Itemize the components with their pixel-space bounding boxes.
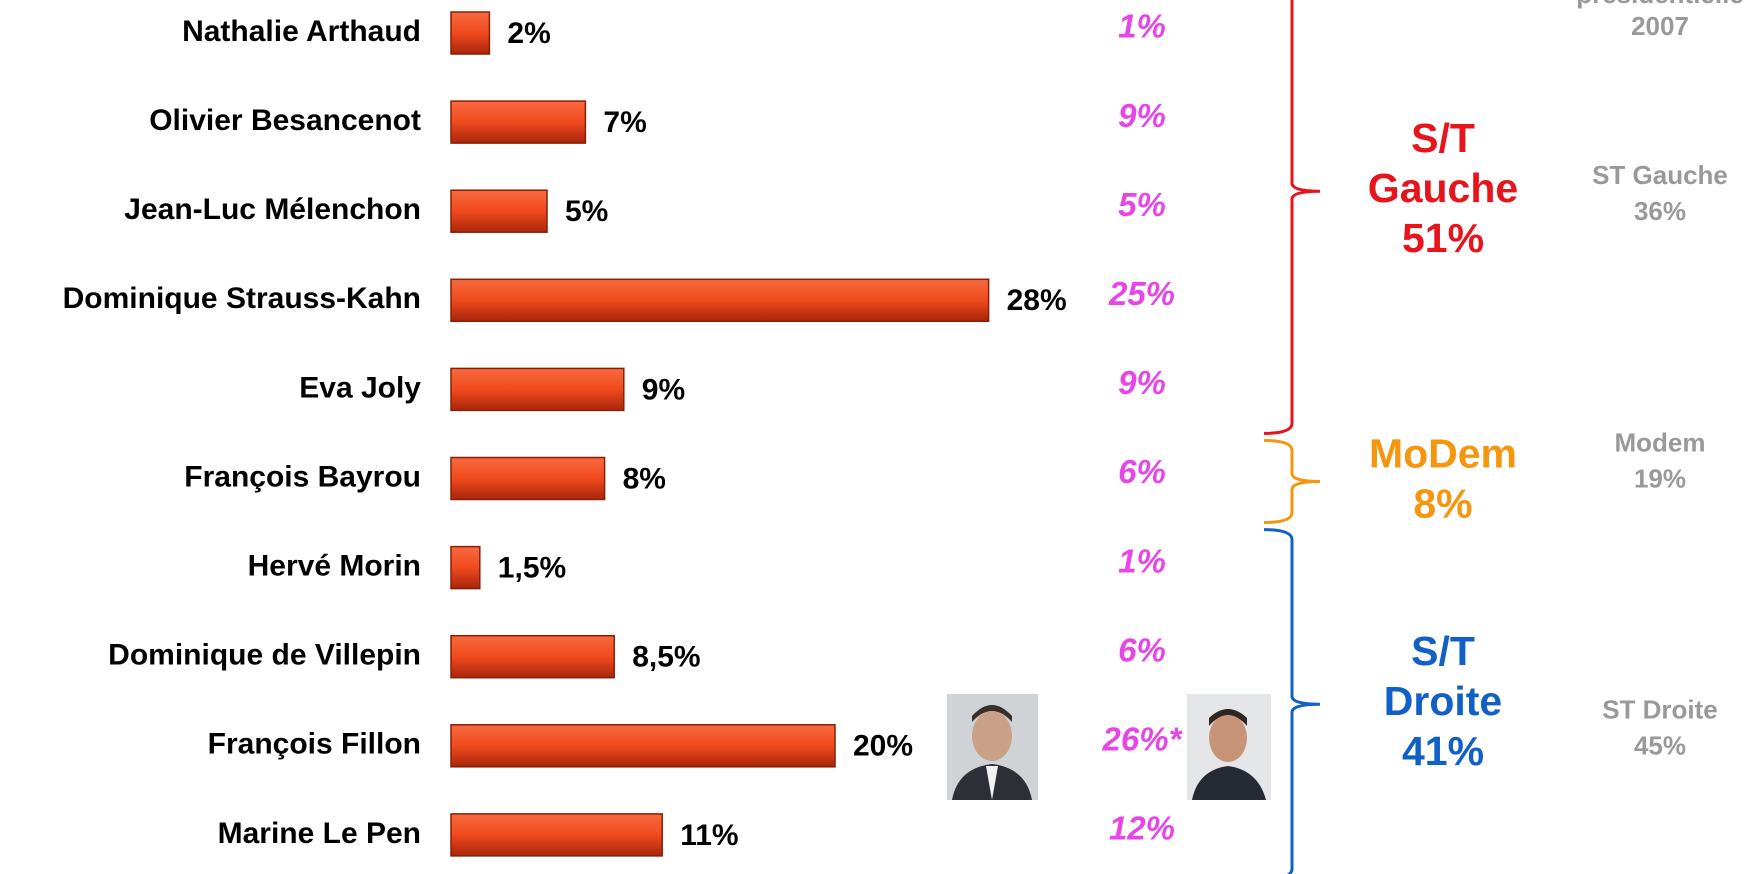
comparison-label: 5%: [1118, 186, 1166, 223]
comparison-label: 6%: [1118, 631, 1166, 668]
chart: Nathalie Arthaud 2% 1% Olivier Besancenot 7%…: [0, 0, 1747, 874]
bar: [451, 636, 614, 678]
category-label: Olivier Besancenot: [149, 104, 421, 137]
reference-title: présidentielle: [1576, 0, 1744, 9]
comparison-label: 1%: [1118, 542, 1166, 579]
value-label: 7%: [603, 106, 646, 139]
reference-name: Modem: [1615, 427, 1706, 457]
group-value: 41%: [1402, 728, 1484, 774]
category-label: Eva Joly: [299, 371, 421, 404]
bar: [451, 368, 624, 410]
category-label: Dominique Strauss-Kahn: [63, 282, 421, 315]
category-label: Jean-Luc Mélenchon: [124, 193, 421, 226]
bar: [451, 547, 480, 589]
value-label: 11%: [680, 819, 738, 852]
photo-fillon: [947, 694, 1038, 800]
value-label: 8,5%: [632, 641, 700, 674]
group-label: Droite: [1384, 678, 1502, 724]
group-label: MoDem: [1369, 430, 1517, 476]
photo-sarkozy: [1187, 694, 1271, 800]
value-label: 5%: [565, 195, 608, 228]
bar: [451, 458, 605, 500]
value-label: 8%: [623, 462, 666, 495]
bar: [451, 101, 585, 143]
bar: [451, 190, 547, 232]
value-label: 9%: [642, 373, 685, 406]
group-value: 8%: [1413, 480, 1472, 526]
bar: [451, 814, 662, 856]
category-label: Dominique de Villepin: [108, 639, 421, 672]
category-label: Marine Le Pen: [218, 817, 421, 850]
category-label: Nathalie Arthaud: [182, 15, 421, 48]
category-label: François Fillon: [208, 728, 421, 761]
value-label: 2%: [507, 17, 550, 50]
category-label: Hervé Morin: [248, 550, 421, 583]
reference-title: 2007: [1631, 11, 1689, 41]
group-bracket: [1264, 530, 1320, 874]
group-bracket: [1264, 0, 1320, 433]
group-label: S/T: [1411, 628, 1475, 674]
group-label: Gauche: [1368, 165, 1518, 211]
comparison-label: 12%: [1109, 810, 1175, 847]
reference-value: 45%: [1634, 731, 1686, 761]
value-label: 28%: [1007, 284, 1067, 317]
value-label: 1,5%: [498, 552, 566, 585]
group-bracket: [1264, 441, 1320, 523]
value-label: 20%: [853, 730, 913, 763]
reference-value: 19%: [1634, 463, 1686, 493]
comparison-label: 9%: [1118, 97, 1166, 134]
comparison-label: 9%: [1118, 364, 1166, 401]
group-label: S/T: [1411, 115, 1475, 161]
group-value: 51%: [1402, 215, 1484, 261]
bar: [451, 12, 489, 54]
comparison-label: 6%: [1118, 453, 1166, 490]
comparison-label: 1%: [1118, 8, 1166, 45]
comparison-label: 25%: [1108, 275, 1175, 312]
page: Nathalie Arthaud 2% 1% Olivier Besancenot 7%…: [0, 0, 1747, 874]
bar: [451, 279, 989, 321]
reference-name: ST Gauche: [1592, 160, 1728, 190]
category-label: François Bayrou: [184, 460, 421, 493]
comparison-label: 26%*: [1102, 721, 1184, 758]
reference-name: ST Droite: [1602, 695, 1718, 725]
reference-value: 36%: [1634, 196, 1686, 226]
bar: [451, 725, 835, 767]
